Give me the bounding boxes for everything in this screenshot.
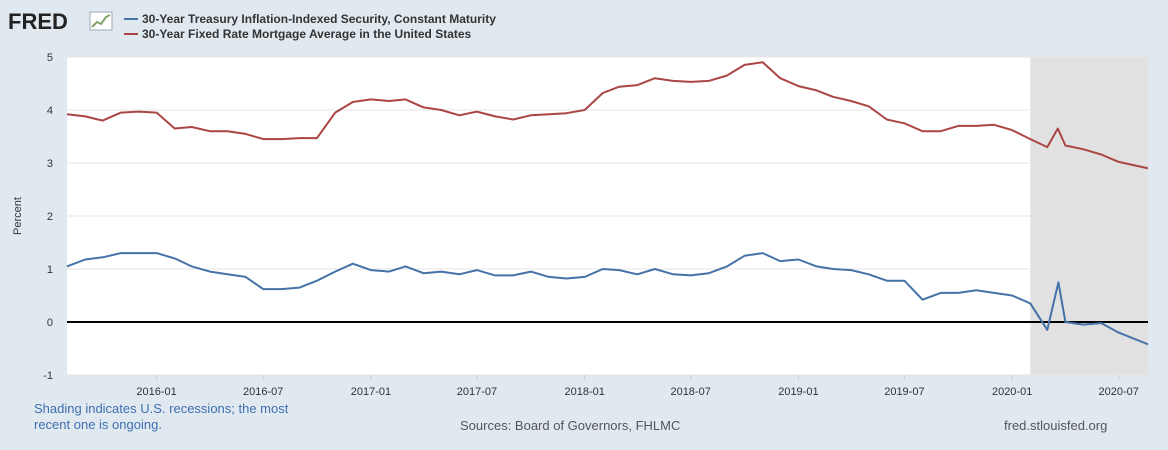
- legend-item-mortgage[interactable]: 30-Year Fixed Rate Mortgage Average in t…: [124, 27, 472, 41]
- x-tick-label: 2016-01: [136, 386, 176, 398]
- sources-note: Sources: Board of Governors, FHLMC: [460, 418, 681, 433]
- x-tick-label: 2017-01: [351, 386, 391, 398]
- legend-label-mortgage: 30-Year Fixed Rate Mortgage Average in t…: [142, 27, 472, 41]
- legend-label-tips: 30-Year Treasury Inflation-Indexed Secur…: [142, 12, 496, 26]
- x-tick-label: 2020-07: [1099, 386, 1139, 398]
- y-tick-label: 2: [47, 211, 53, 223]
- y-axis-title: Percent: [12, 197, 24, 235]
- x-tick-label: 2019-01: [778, 386, 818, 398]
- legend: 30-Year Treasury Inflation-Indexed Secur…: [124, 12, 496, 41]
- y-tick-label: -1: [43, 370, 53, 382]
- recession-note: Shading indicates U.S. recessions; the m…: [34, 401, 289, 432]
- series-line-tips: [66, 252, 1149, 346]
- x-tick-label: 2018-01: [564, 386, 604, 398]
- x-tick-label: 2017-07: [457, 386, 497, 398]
- series-line-mortgage: [66, 61, 1149, 170]
- x-tick-label: 2019-07: [884, 386, 924, 398]
- x-tick-label: 2020-01: [992, 386, 1032, 398]
- fred-logo-text: FRED: [8, 9, 68, 34]
- y-tick-label: 1: [47, 264, 53, 276]
- y-tick-label: 3: [47, 158, 53, 170]
- fred-logo-graph-icon: [89, 11, 113, 31]
- y-tick-label: 4: [47, 105, 53, 117]
- fred-logo[interactable]: FRED: [8, 9, 113, 34]
- y-tick-label: 5: [47, 52, 53, 64]
- y-tick-label: 0: [47, 317, 53, 329]
- site-link[interactable]: fred.stlouisfed.org: [1004, 418, 1108, 433]
- x-tick-label: 2018-07: [670, 386, 710, 398]
- x-tick-label: 2016-07: [243, 386, 283, 398]
- legend-item-tips[interactable]: 30-Year Treasury Inflation-Indexed Secur…: [124, 12, 496, 26]
